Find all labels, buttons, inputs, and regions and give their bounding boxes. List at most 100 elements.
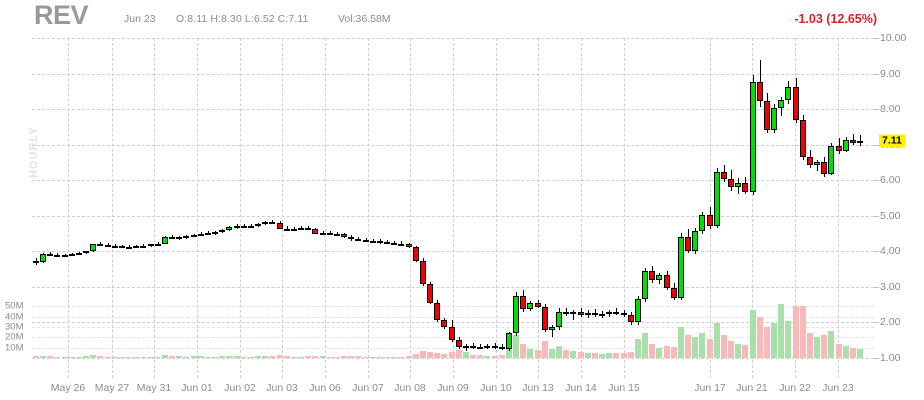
candle-body [147, 244, 154, 247]
price-tick-label-5.00: 5.00 [880, 209, 901, 222]
candle-body [663, 274, 670, 288]
candle-body [47, 254, 54, 257]
volume-bar [412, 353, 419, 358]
gridline-date-4 [240, 38, 241, 378]
candle-body [212, 231, 219, 234]
candle-body [857, 140, 863, 143]
volume-bar [147, 356, 154, 358]
price-tick-mark [874, 144, 879, 146]
candle-body [634, 298, 641, 323]
price-tick-mark [874, 38, 879, 39]
gridline-date-10 [496, 38, 497, 378]
volume-bar [649, 343, 656, 358]
volume-bar [670, 346, 677, 358]
candle-body [333, 233, 340, 236]
volume-bar [849, 347, 856, 358]
volume-bar [169, 356, 176, 358]
volume-bar [333, 356, 340, 358]
volume-bar [577, 351, 584, 358]
chart-header: REV Jun 23 O:8.11 H:8.30 L:6.52 C:7.11 V… [0, 0, 924, 30]
candle-body [620, 313, 627, 316]
volume-bar [369, 356, 376, 358]
volume-bar [197, 356, 204, 358]
candle-body [692, 231, 699, 251]
gridline-date-15 [752, 38, 753, 378]
candle-wick [573, 309, 574, 320]
date-tick-label-Jun-01: Jun 01 [181, 382, 213, 394]
volume-bar [290, 356, 297, 358]
price-tick-mark [874, 322, 879, 324]
candle-body [599, 313, 606, 316]
candle-body [785, 87, 792, 100]
price-tick-mark [874, 180, 879, 182]
volume-bar [677, 326, 684, 358]
volume-bar [857, 348, 863, 358]
volume-bar [212, 356, 219, 358]
plot-area: HOURLY [28, 38, 874, 378]
price-tick-label-2.00: 2.00 [880, 316, 901, 329]
volume-bar [68, 356, 75, 358]
price-change-indicator: -1.03 (12.65%) [794, 12, 877, 26]
volume-bar [541, 341, 548, 358]
date-tick-label-May-26: May 26 [50, 382, 86, 394]
candle-wick [115, 243, 116, 248]
candle-body [33, 261, 39, 264]
volume-bar [176, 356, 183, 358]
candle-body [111, 245, 118, 248]
header-date: Jun 23 [124, 13, 156, 25]
candle-body [584, 313, 591, 316]
volume-bar [455, 349, 462, 358]
volume-bar [391, 356, 398, 358]
volume-bar [491, 355, 498, 358]
candle-body [255, 223, 262, 226]
date-tick-label-Jun-08: Jun 08 [394, 382, 426, 394]
volume-bar [720, 335, 727, 358]
volume-bar [591, 353, 598, 358]
candle-body [470, 345, 477, 348]
candle-body [799, 119, 806, 157]
candle-body [312, 229, 319, 234]
candle-body [606, 311, 613, 314]
candle-body [262, 222, 269, 225]
candle-body [226, 227, 233, 230]
candle-body [806, 156, 813, 166]
candle-wick [50, 252, 51, 256]
candle-body [161, 237, 168, 244]
volume-bar [362, 356, 369, 358]
volume-bar [219, 356, 226, 358]
volume-bar [771, 322, 778, 358]
candle-body [462, 345, 469, 348]
candle-body [83, 251, 90, 254]
candle-body [828, 146, 835, 174]
candle-body [763, 101, 770, 130]
candle-body [362, 239, 369, 242]
gridline-date-16 [795, 38, 796, 378]
volume-bar [498, 355, 505, 358]
volume-bar [821, 335, 828, 358]
candle-body [728, 178, 735, 188]
volume-bar [319, 356, 326, 358]
volume-bar [814, 337, 820, 358]
candle-body [527, 302, 534, 309]
candle-body [104, 244, 111, 247]
candle-body [240, 225, 247, 228]
volume-bar [599, 353, 606, 358]
volume-bar [749, 310, 756, 358]
volume-bar [756, 316, 763, 358]
candle-body [778, 99, 785, 109]
candle-body [513, 296, 520, 334]
volume-bar [111, 356, 118, 358]
candle-body [749, 82, 756, 193]
volume-bar [398, 356, 405, 358]
volume-tick-label-20M: 20M [5, 331, 24, 343]
volume-bar [33, 355, 39, 358]
volume-bar [97, 356, 104, 358]
volume-bar [778, 304, 785, 358]
candle-body [448, 326, 455, 340]
candle-body [563, 311, 570, 314]
volume-bar [341, 356, 348, 358]
volume-bar [47, 356, 54, 358]
candle-body [355, 239, 362, 242]
volume-bar [785, 320, 792, 358]
